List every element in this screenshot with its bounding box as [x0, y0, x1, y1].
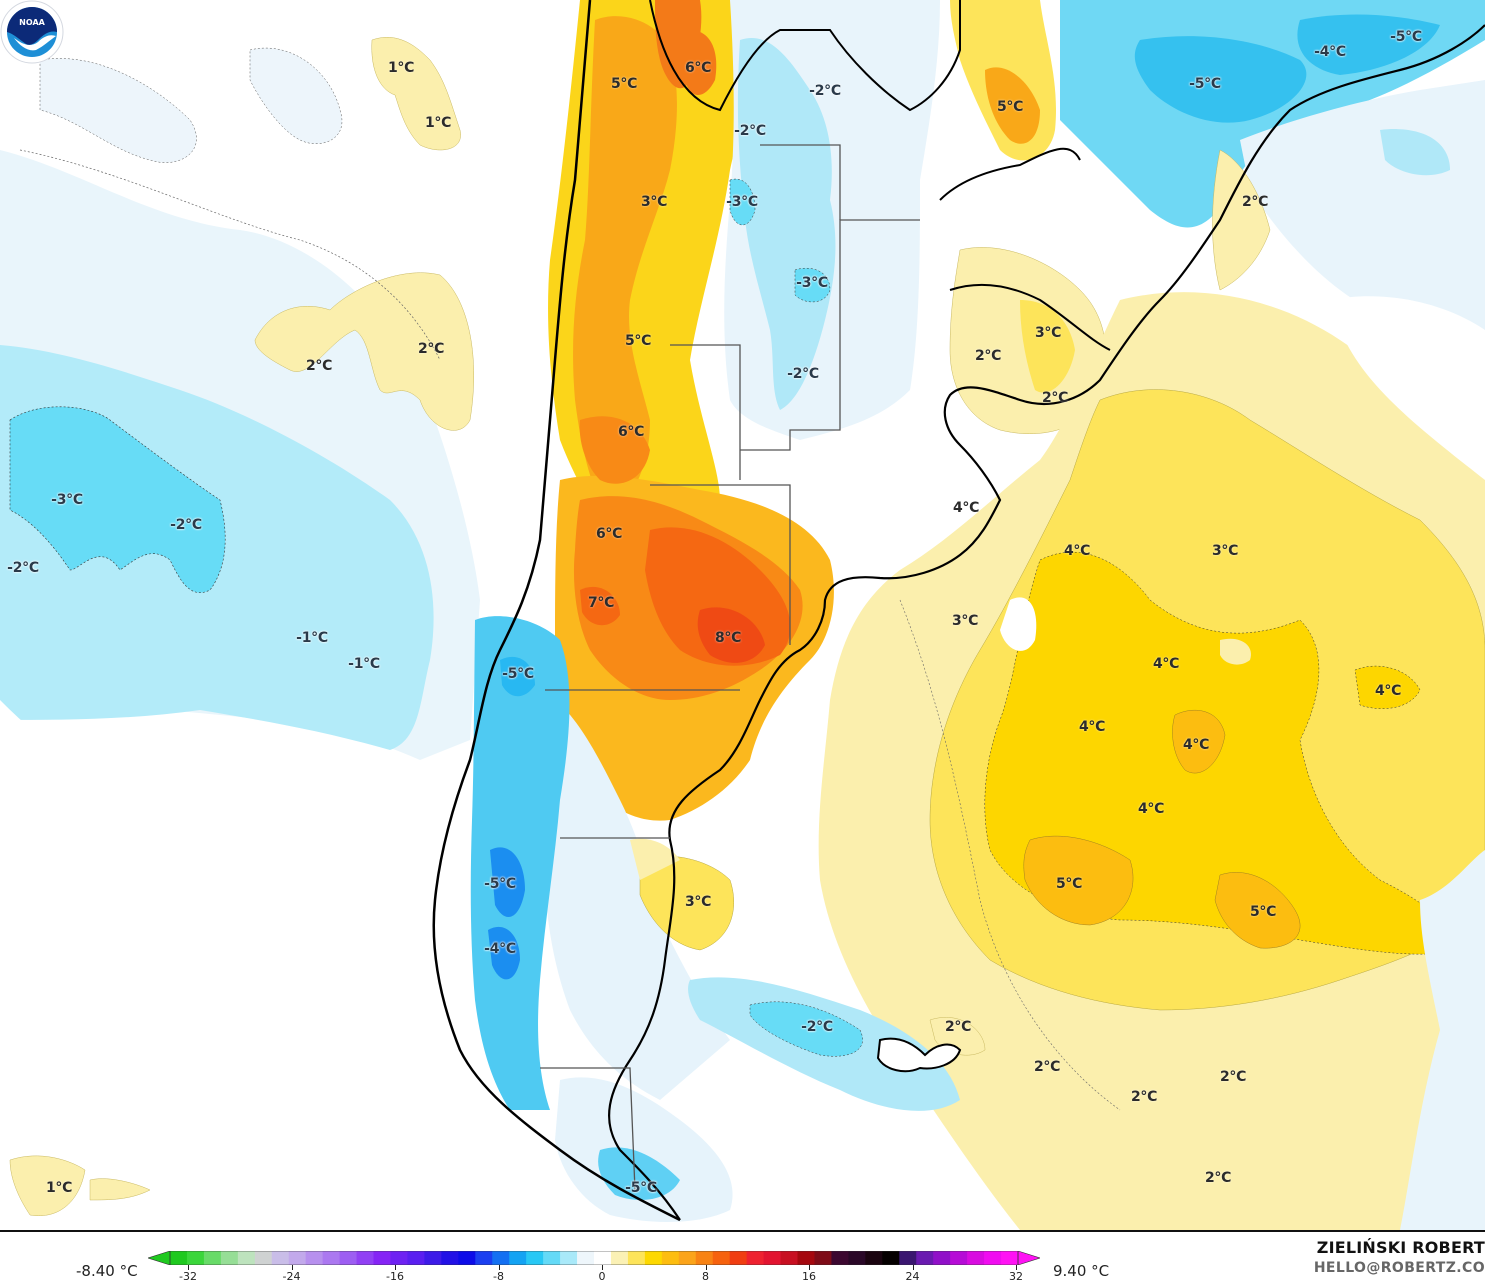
- tick-mark: [395, 1265, 396, 1270]
- tick-mark: [498, 1265, 500, 1270]
- tick-label: -8: [493, 1270, 504, 1283]
- temperature-label: 4°C: [1063, 543, 1091, 559]
- temperature-anomaly-map: 1°C 1°C 2°C 2°C -3°C -2°C -2°C -1°C -1°C 5°C 6°C -2…: [0, 0, 1485, 1232]
- tick-label: 0: [598, 1270, 606, 1283]
- tick-mark: [602, 1265, 603, 1270]
- temperature-label: 5°C: [610, 76, 638, 92]
- temperature-label: 1°C: [424, 115, 452, 131]
- tick-mark: [912, 1265, 914, 1270]
- tick-mark: [188, 1265, 189, 1270]
- temperature-label: 2°C: [1033, 1059, 1061, 1075]
- temperature-label: 6°C: [684, 60, 712, 76]
- temperature-label: 6°C: [595, 526, 623, 542]
- noaa-logo-icon: NOAA: [0, 0, 64, 64]
- temperature-label: 2°C: [1130, 1089, 1158, 1105]
- tick-mark: [705, 1265, 707, 1270]
- temperature-label: -2°C: [7, 560, 39, 576]
- tick-label: 32: [1009, 1270, 1023, 1283]
- tick-mark: [1016, 1265, 1017, 1270]
- temperature-label: 2°C: [1241, 194, 1269, 210]
- temperature-label: 5°C: [996, 99, 1024, 115]
- temperature-label: 4°C: [1182, 737, 1210, 753]
- temperature-label: -5°C: [1189, 76, 1221, 92]
- temperature-label: 3°C: [951, 613, 979, 629]
- temperature-label: -5°C: [484, 876, 516, 892]
- tick-label: 24: [905, 1270, 920, 1283]
- temperature-label: 4°C: [1374, 683, 1402, 699]
- temperature-label: -2°C: [170, 517, 202, 533]
- min-value-label: -8.40 °C: [76, 1262, 138, 1280]
- author-credit: ZIELIŃSKI ROBERT: [1316, 1238, 1485, 1257]
- temperature-label: -2°C: [809, 83, 841, 99]
- temperature-label: 6°C: [617, 424, 645, 440]
- temperature-label: 2°C: [417, 341, 445, 357]
- temperature-label: 8°C: [714, 630, 742, 646]
- temperature-label: -4°C: [1314, 44, 1346, 60]
- tick-label: -32: [179, 1270, 197, 1283]
- temperature-label: 3°C: [1034, 325, 1062, 341]
- max-value-label: 9.40 °C: [1053, 1262, 1110, 1280]
- svg-text:NOAA: NOAA: [19, 18, 45, 27]
- temperature-label: -2°C: [787, 366, 819, 382]
- map-fill-layer: [0, 0, 1485, 1230]
- tick-label: -16: [386, 1270, 404, 1283]
- temperature-label: -3°C: [796, 275, 828, 291]
- temperature-label: -5°C: [502, 666, 534, 682]
- temperature-label: 1°C: [387, 60, 415, 76]
- temperature-label: 3°C: [1211, 543, 1239, 559]
- temperature-label: 5°C: [1055, 876, 1083, 892]
- temperature-label: 2°C: [305, 358, 333, 374]
- tick-mark: [809, 1265, 810, 1270]
- author-email: HELLO@ROBERTZ.CO: [1313, 1260, 1485, 1276]
- temperature-label: 2°C: [944, 1019, 972, 1035]
- tick-label: -24: [282, 1270, 301, 1283]
- temperature-label: 5°C: [1249, 904, 1277, 920]
- temperature-label: 7°C: [587, 595, 615, 611]
- temperature-label: -3°C: [51, 492, 83, 508]
- temperature-label: -5°C: [625, 1180, 657, 1196]
- temperature-label: 2°C: [974, 348, 1002, 364]
- temperature-label: 5°C: [624, 333, 652, 349]
- temperature-label: 2°C: [1041, 390, 1069, 406]
- temperature-label: 3°C: [684, 894, 712, 910]
- colorbar-legend: -8.40 °C -32 -24 -16 -8 0 8 16 24 32 9.40 °C ZIE…: [0, 1232, 1485, 1287]
- tick-label: 8: [702, 1270, 709, 1283]
- tick-mark: [291, 1265, 293, 1270]
- temperature-label: -2°C: [734, 123, 766, 139]
- temperature-label: 2°C: [1219, 1069, 1247, 1085]
- tick-label: 16: [802, 1270, 816, 1283]
- temperature-label: 3°C: [640, 194, 668, 210]
- temperature-label: -1°C: [348, 656, 380, 672]
- temperature-label: -1°C: [296, 630, 328, 646]
- temperature-label: 4°C: [1078, 719, 1106, 735]
- temperature-label: 4°C: [1137, 801, 1165, 817]
- temperature-label: -5°C: [1390, 29, 1422, 45]
- temperature-label: 1°C: [45, 1180, 73, 1196]
- temperature-label: -4°C: [484, 941, 516, 957]
- temperature-label: -2°C: [801, 1019, 833, 1035]
- temperature-label: 4°C: [952, 500, 980, 516]
- colorbar: [148, 1251, 1040, 1265]
- temperature-label: 2°C: [1204, 1170, 1232, 1186]
- temperature-label: -3°C: [726, 194, 758, 210]
- temperature-label: 4°C: [1152, 656, 1180, 672]
